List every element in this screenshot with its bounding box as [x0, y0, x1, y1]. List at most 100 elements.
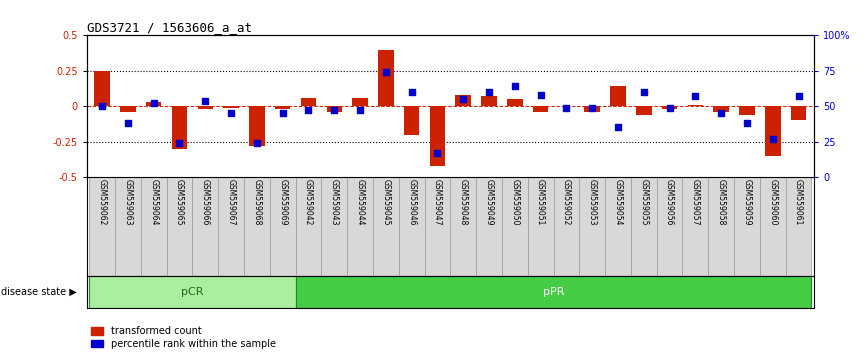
Text: GSM559052: GSM559052: [562, 179, 571, 225]
Bar: [759, 177, 785, 276]
Text: GSM559062: GSM559062: [98, 179, 107, 225]
Point: [250, 140, 264, 146]
Text: GSM559053: GSM559053: [588, 179, 597, 225]
Bar: [89, 276, 295, 308]
Point: [688, 93, 702, 99]
Bar: [585, 106, 600, 112]
Text: GSM559047: GSM559047: [433, 179, 442, 225]
Point: [662, 105, 676, 110]
Point: [559, 105, 573, 110]
Text: GSM559051: GSM559051: [536, 179, 545, 225]
Text: GSM559063: GSM559063: [123, 179, 132, 225]
Point: [611, 125, 625, 130]
Text: GSM559042: GSM559042: [304, 179, 313, 225]
Text: GSM559049: GSM559049: [484, 179, 494, 225]
Text: GSM559060: GSM559060: [768, 179, 778, 225]
Text: GSM559057: GSM559057: [691, 179, 700, 225]
Bar: [553, 177, 579, 276]
Bar: [734, 177, 759, 276]
Point: [766, 136, 779, 142]
Point: [585, 105, 599, 110]
Point: [121, 120, 135, 126]
Bar: [636, 106, 651, 115]
Point: [198, 98, 212, 103]
Text: GSM559054: GSM559054: [613, 179, 623, 225]
Bar: [295, 177, 321, 276]
Text: GSM559069: GSM559069: [278, 179, 288, 225]
Point: [275, 110, 289, 116]
Bar: [301, 98, 316, 106]
Bar: [352, 98, 368, 106]
Point: [172, 140, 186, 146]
Text: GSM559064: GSM559064: [149, 179, 158, 225]
Bar: [631, 177, 656, 276]
Text: GSM559046: GSM559046: [407, 179, 417, 225]
Bar: [321, 177, 347, 276]
Bar: [502, 177, 527, 276]
Text: GSM559061: GSM559061: [794, 179, 803, 225]
Point: [404, 89, 418, 95]
Point: [95, 103, 109, 109]
Point: [456, 96, 470, 102]
Point: [792, 93, 805, 99]
Text: GSM559045: GSM559045: [381, 179, 391, 225]
Bar: [765, 106, 780, 156]
Point: [301, 108, 315, 113]
Point: [224, 110, 238, 116]
Bar: [740, 106, 754, 115]
Bar: [430, 106, 445, 166]
Text: GSM559056: GSM559056: [665, 179, 674, 225]
Bar: [398, 177, 424, 276]
Bar: [347, 177, 373, 276]
Text: GSM559048: GSM559048: [459, 179, 468, 225]
Bar: [378, 50, 393, 106]
Text: GSM559058: GSM559058: [717, 179, 726, 225]
Point: [353, 108, 367, 113]
Bar: [714, 106, 729, 112]
Bar: [791, 106, 806, 120]
Bar: [481, 96, 497, 106]
Text: GSM559065: GSM559065: [175, 179, 184, 225]
Bar: [404, 106, 419, 135]
Bar: [89, 177, 115, 276]
Point: [507, 84, 521, 89]
Bar: [450, 177, 476, 276]
Point: [533, 92, 547, 98]
Text: GSM559044: GSM559044: [356, 179, 365, 225]
Bar: [269, 177, 295, 276]
Point: [379, 69, 393, 75]
Bar: [611, 86, 626, 106]
Text: disease state ▶: disease state ▶: [1, 287, 76, 297]
Bar: [682, 177, 708, 276]
Point: [740, 120, 754, 126]
Bar: [476, 177, 502, 276]
Legend: transformed count, percentile rank within the sample: transformed count, percentile rank withi…: [92, 326, 276, 349]
Bar: [171, 106, 187, 149]
Text: GSM559050: GSM559050: [510, 179, 520, 225]
Bar: [120, 106, 136, 112]
Bar: [527, 177, 553, 276]
Bar: [605, 177, 631, 276]
Bar: [115, 177, 141, 276]
Point: [327, 108, 341, 113]
Text: GSM559068: GSM559068: [252, 179, 262, 225]
Bar: [662, 106, 677, 109]
Bar: [295, 276, 811, 308]
Text: GDS3721 / 1563606_a_at: GDS3721 / 1563606_a_at: [87, 21, 252, 34]
Text: pPR: pPR: [543, 287, 565, 297]
Bar: [373, 177, 398, 276]
Bar: [94, 71, 110, 106]
Bar: [326, 106, 342, 112]
Bar: [688, 105, 703, 106]
Point: [430, 150, 444, 156]
Point: [714, 110, 728, 116]
Text: GSM559055: GSM559055: [639, 179, 649, 225]
Bar: [708, 177, 734, 276]
Text: GSM559043: GSM559043: [330, 179, 339, 225]
Bar: [218, 177, 244, 276]
Bar: [275, 106, 290, 109]
Bar: [249, 106, 265, 146]
Bar: [244, 177, 269, 276]
Bar: [166, 177, 192, 276]
Point: [482, 89, 496, 95]
